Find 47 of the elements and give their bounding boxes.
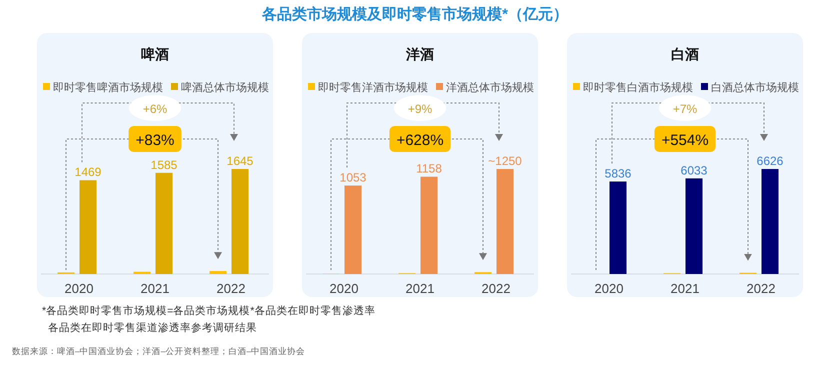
bar bbox=[762, 169, 778, 274]
x-tick-label: 2021 bbox=[406, 281, 434, 296]
x-tick-label: 2020 bbox=[594, 281, 624, 296]
text: +628% bbox=[396, 132, 444, 149]
source-note: 数据来源：啤酒–中国酒业协会；洋酒–公开资料整理；白酒–中国酒业协会 bbox=[12, 346, 306, 356]
x-tick-label: 2021 bbox=[140, 281, 170, 296]
bar bbox=[210, 271, 226, 274]
x-tick-label: 2020 bbox=[330, 281, 358, 296]
legend-label: 即时零售白酒市场规模 bbox=[583, 81, 693, 94]
data-label: ~1250 bbox=[488, 154, 522, 168]
chart-title: 洋酒 bbox=[405, 46, 434, 62]
bar bbox=[686, 178, 702, 274]
x-tick-label: 2020 bbox=[64, 281, 94, 296]
chart-title: 啤酒 bbox=[141, 46, 169, 62]
bar bbox=[232, 169, 248, 274]
data-label: 1645 bbox=[226, 154, 254, 168]
data-label: 1469 bbox=[74, 165, 102, 180]
bar bbox=[496, 169, 514, 274]
x-tick-label: 2022 bbox=[216, 281, 246, 296]
x-tick-label: 2022 bbox=[482, 281, 510, 296]
data-label: 1585 bbox=[150, 158, 178, 172]
legend-label: 啤酒总体市场规模 bbox=[181, 81, 269, 94]
legend-label: 即时零售啤酒市场规模 bbox=[53, 81, 163, 94]
chart-title: 白酒 bbox=[671, 46, 699, 62]
legend-label: 白酒总体市场规模 bbox=[711, 81, 799, 94]
text: +83% bbox=[136, 132, 174, 149]
text: 各品类市场规模及即时零售市场规模*（亿元） bbox=[261, 5, 568, 23]
text: +9% bbox=[408, 102, 432, 116]
bar bbox=[610, 182, 626, 274]
legend-label: 即时零售洋酒市场规模 bbox=[318, 81, 428, 94]
bar bbox=[80, 180, 96, 274]
text: +6% bbox=[142, 102, 168, 116]
data-label: 6626 bbox=[756, 154, 784, 168]
bar bbox=[420, 176, 438, 274]
data-label: 5836 bbox=[604, 166, 632, 181]
text: +7% bbox=[672, 102, 698, 116]
data-label: 6033 bbox=[680, 163, 708, 178]
legend-label: 洋酒总体市场规模 bbox=[446, 81, 534, 94]
data-label: 1053 bbox=[340, 170, 367, 185]
text: *各品类即时零售市场规模=各品类市场规模*各品类在即时零售渗透率 bbox=[42, 304, 376, 317]
bar bbox=[344, 186, 362, 274]
text: 各品类在即时零售渠道渗透率参考调研结果 bbox=[48, 321, 257, 334]
bar bbox=[156, 172, 172, 274]
x-tick-label: 2021 bbox=[670, 281, 700, 296]
text: +554% bbox=[661, 132, 709, 149]
data-label: 1158 bbox=[416, 162, 442, 176]
x-tick-label: 2022 bbox=[746, 281, 776, 296]
